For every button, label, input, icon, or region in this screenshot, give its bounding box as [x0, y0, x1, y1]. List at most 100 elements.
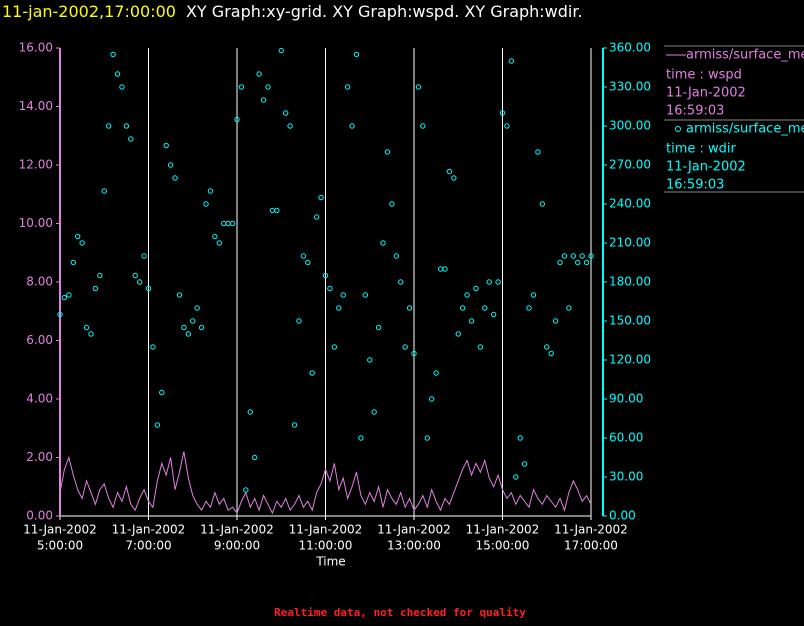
data-point [234, 116, 240, 123]
y2-tick-label: 90.00 [609, 392, 643, 406]
y2-tick-label: 150.00 [609, 314, 651, 328]
data-point [344, 84, 351, 90]
data-point [203, 201, 209, 207]
x-tick-date: 11-Jan-2002 [112, 523, 186, 537]
data-point [490, 311, 497, 318]
data-point [358, 435, 364, 441]
y2-tick-label: 210.00 [609, 236, 651, 250]
data-point [353, 51, 360, 58]
x-tick-date: 11-Jan-2002 [377, 523, 451, 537]
data-point [389, 201, 395, 207]
data-point [486, 279, 492, 285]
data-point [327, 285, 333, 292]
y-tick-label: 8.00 [26, 275, 53, 289]
y-tick-label: 2.00 [26, 450, 53, 464]
data-point [145, 285, 152, 292]
data-point [477, 344, 484, 350]
data-point [207, 188, 214, 194]
chart-title: 11-jan-2002,17:00:00 XY Graph:xy-grid. XY… [2, 2, 583, 21]
data-point [513, 474, 519, 480]
data-point [424, 435, 430, 441]
x-tick-label: 11:00:00 [299, 539, 353, 553]
data-point [70, 259, 76, 266]
data-point [517, 435, 523, 441]
data-point [411, 350, 417, 357]
x-tick-date: 11-Jan-2002 [23, 523, 97, 537]
legend-label: armiss/surface_me [686, 122, 804, 137]
data-point [278, 47, 284, 54]
data-point [402, 344, 408, 350]
y-tick-label: 6.00 [26, 333, 53, 347]
data-point [163, 142, 169, 149]
data-point [539, 201, 546, 207]
data-point [181, 324, 187, 331]
data-point [61, 294, 68, 301]
data-point [216, 240, 223, 246]
data-point [380, 240, 386, 246]
title-time: 11-jan-2002,17:00:00 [2, 2, 176, 21]
data-point [331, 344, 338, 350]
x-tick-label: 13:00:00 [387, 539, 441, 553]
data-point [66, 292, 72, 298]
x-tick-label: 7:00:00 [125, 539, 171, 553]
y-tick-label: 10.00 [19, 216, 53, 230]
x-axis-label: Time [315, 555, 345, 569]
data-point [544, 344, 550, 350]
data-point [296, 318, 302, 324]
data-point [371, 409, 377, 415]
x-tick-label: 17:00:00 [564, 539, 618, 553]
data-point [535, 149, 541, 155]
y2-tick-label: 300.00 [609, 119, 651, 133]
data-point [167, 162, 174, 168]
data-point [393, 253, 399, 259]
y2-tick-label: 360.00 [609, 41, 651, 55]
data-point [362, 292, 369, 298]
y-tick-label: 12.00 [19, 158, 53, 172]
data-point [406, 305, 413, 311]
data-point [198, 324, 205, 331]
data-point [468, 318, 475, 324]
data-point [287, 123, 293, 129]
x-tick-date: 11-Jan-2002 [466, 523, 540, 537]
y2-tick-label: 240.00 [609, 197, 651, 211]
data-point [495, 279, 501, 285]
footer-note: Realtime data, not checked for quality [274, 606, 526, 619]
x-tick-label: 15:00:00 [476, 539, 530, 553]
data-point [97, 272, 103, 279]
x-tick-date: 11-Jan-2002 [289, 523, 363, 537]
legend-detail: 11-Jan-2002 [666, 86, 746, 101]
data-point [433, 370, 439, 376]
data-point [548, 350, 554, 357]
data-point [114, 71, 121, 77]
data-point [526, 305, 532, 311]
data-point [451, 175, 457, 181]
x-tick-label: 5:00:00 [37, 539, 83, 553]
data-point [190, 318, 196, 324]
title-text: XY Graph:xy-grid. XY Graph:wspd. XY Grap… [186, 2, 583, 21]
data-point [508, 58, 515, 64]
data-point [172, 175, 178, 181]
data-point [260, 97, 267, 103]
data-point [499, 110, 506, 116]
x-tick-label: 9:00:00 [214, 539, 260, 553]
legend-detail: 11-Jan-2002 [666, 160, 746, 175]
data-point [561, 253, 568, 259]
data-point [256, 71, 262, 77]
y-tick-label: 16.00 [19, 41, 53, 55]
data-point [367, 357, 373, 363]
data-point [123, 123, 130, 129]
data-point [473, 285, 479, 292]
data-point [150, 344, 156, 350]
legend-swatch [675, 126, 681, 132]
data-point [238, 84, 245, 90]
data-point [429, 396, 435, 402]
series-line [59, 451, 592, 515]
data-point [57, 311, 63, 318]
y2-tick-label: 270.00 [609, 158, 651, 172]
data-point [185, 331, 192, 337]
legend-detail: 16:59:03 [666, 178, 724, 193]
data-point [282, 110, 289, 116]
data-point [119, 84, 125, 90]
